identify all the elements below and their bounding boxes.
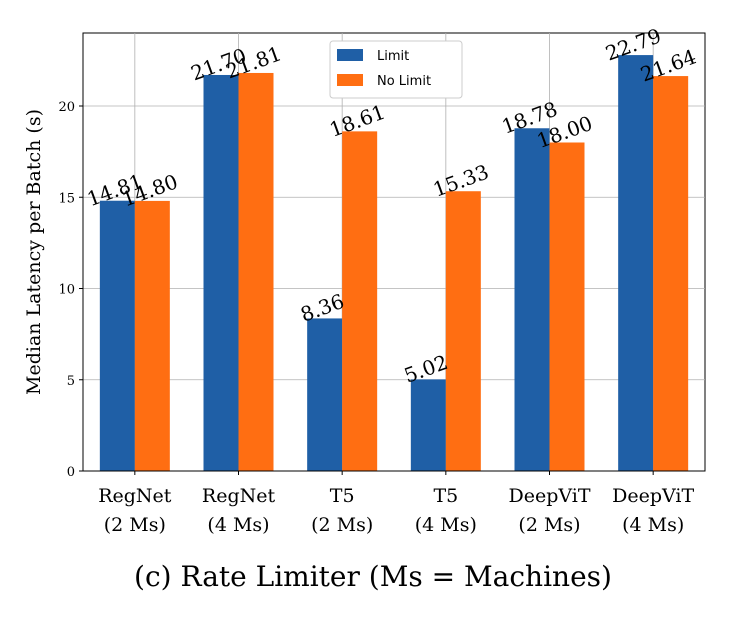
axis-layer: 0 5 10 15 20 RegNet (2 Ms) RegNet (4 Ms) T5 (2 Ms)… — [58, 33, 705, 536]
bar-limit — [514, 128, 550, 471]
x-tick-label: (2 Ms) — [518, 514, 580, 536]
x-tick-label: RegNet — [202, 485, 276, 507]
bar-limit — [307, 318, 343, 471]
bar-no-limit — [653, 76, 689, 471]
legend-swatch-limit — [337, 49, 363, 61]
figure-caption: (c) Rate Limiter (Ms = Machines) — [134, 560, 612, 593]
x-tick-label: (4 Ms) — [415, 514, 477, 536]
bar-no-limit — [238, 72, 274, 471]
y-tick-label: 20 — [58, 100, 75, 115]
bar-chart: 14.8121.708.365.0218.7822.7914.8021.8118… — [23, 23, 706, 536]
bar-limit — [99, 200, 135, 471]
bar-limit — [203, 74, 239, 471]
bar-no-limit — [342, 131, 378, 471]
x-tick-label: RegNet — [98, 485, 172, 507]
x-tick-label: DeepViT — [612, 485, 694, 507]
bar-limit — [410, 379, 446, 471]
legend-label-no-limit: No Limit — [377, 74, 431, 89]
legend: Limit No Limit — [329, 40, 463, 99]
x-tick-label: T5 — [330, 485, 355, 507]
y-tick-label: 5 — [67, 374, 75, 389]
bar-no-limit — [549, 142, 585, 471]
x-tick-label: (4 Ms) — [207, 514, 269, 536]
x-tick-label: T5 — [433, 485, 458, 507]
legend-swatch-no-limit — [337, 74, 363, 86]
bar-no-limit — [445, 191, 481, 472]
grid-layer — [83, 33, 705, 472]
x-tick-label: (2 Ms) — [311, 514, 373, 536]
y-tick-label: 15 — [58, 191, 75, 206]
bar-no-limit — [134, 200, 170, 471]
x-tick-label: (4 Ms) — [622, 514, 684, 536]
bar-layer — [99, 55, 689, 472]
plot-area — [82, 32, 706, 472]
bar-limit — [618, 55, 654, 472]
y-axis-label: Median Latency per Batch (s) — [23, 109, 45, 395]
x-tick-label: (2 Ms) — [104, 514, 166, 536]
x-tick-label: DeepViT — [508, 485, 590, 507]
y-tick-label: 0 — [67, 465, 75, 480]
legend-label-limit: Limit — [377, 49, 409, 64]
y-tick-label: 10 — [58, 283, 75, 298]
